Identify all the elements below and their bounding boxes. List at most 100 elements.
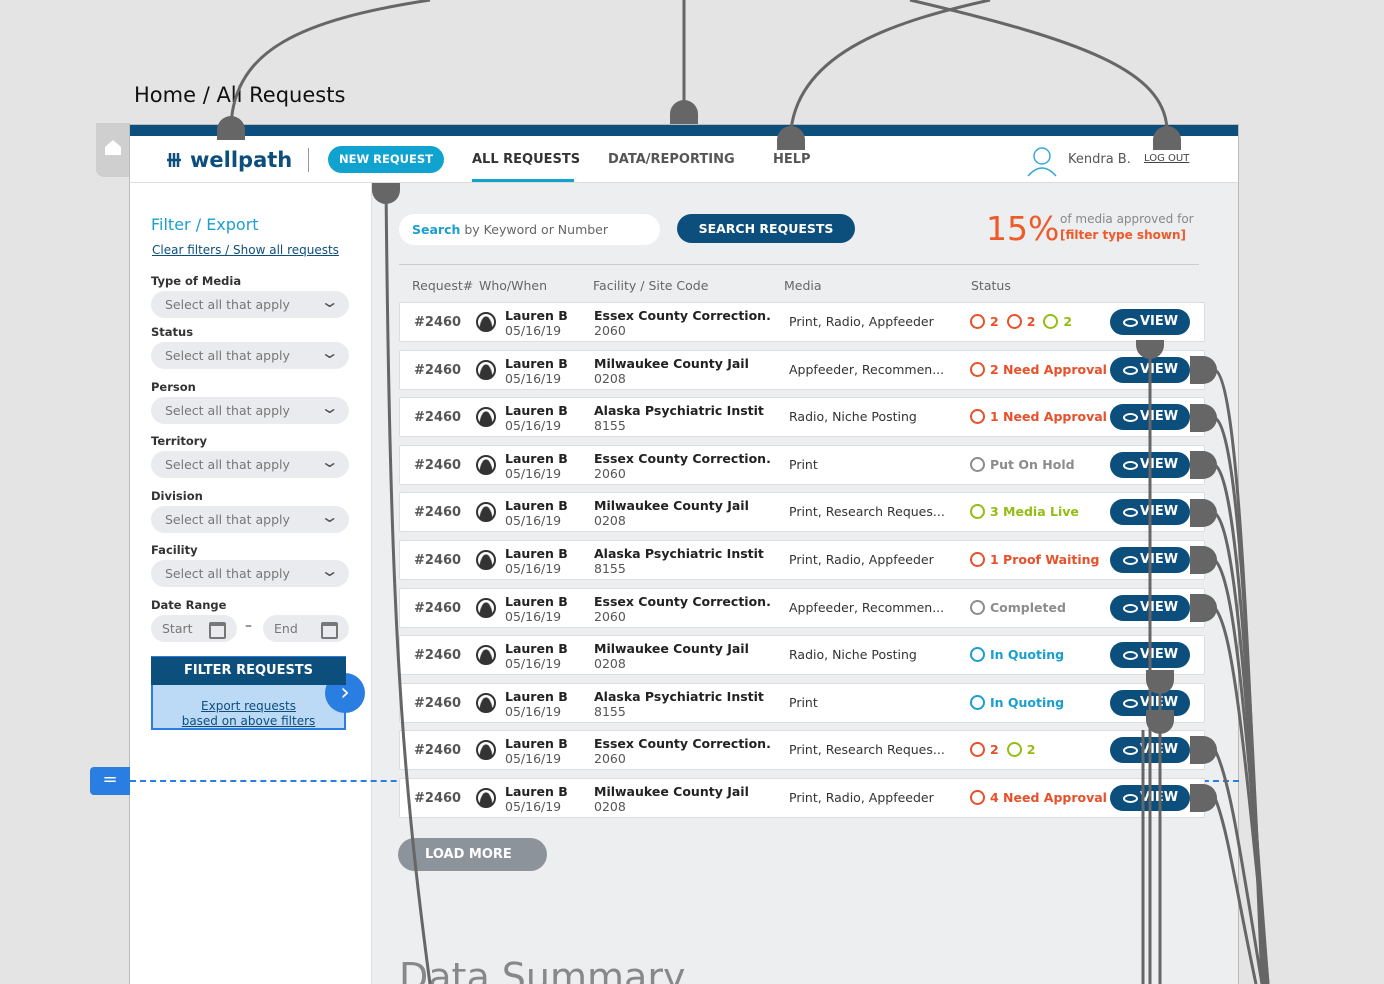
facility: Milwaukee County Jail: [594, 784, 749, 799]
request-id: #2460: [414, 648, 462, 664]
request-id: #2460: [414, 791, 462, 806]
status-text: 4 Need Approval: [990, 790, 1107, 805]
status-text: 2: [1026, 742, 1036, 758]
request-date: 05/16/19: [505, 751, 562, 767]
clear-filters-link[interactable]: Clear filters / Show all requests: [152, 243, 339, 257]
media: Print, Research Reques...: [789, 504, 945, 520]
load-more-button[interactable]: LOAD MORE: [398, 838, 547, 871]
user-icon: [476, 454, 496, 475]
eye-icon: [1123, 365, 1138, 375]
search-box[interactable]: Search by Keyword or Number: [399, 214, 660, 245]
view-button[interactable]: VIEW: [1110, 404, 1190, 431]
logo: wellpath: [190, 148, 293, 172]
nav-tab[interactable]: DATA/REPORTING: [608, 152, 735, 167]
requester: Lauren B: [505, 641, 568, 657]
dropdown-placeholder: Select all that apply: [165, 457, 290, 472]
date-separator: –: [245, 618, 252, 634]
requester: Lauren B: [505, 546, 568, 561]
status-item: 1 Need Approval: [970, 409, 1107, 425]
request-id: #2460: [414, 315, 462, 330]
request-id: #2460: [414, 410, 462, 426]
search-button[interactable]: SEARCH REQUESTS: [677, 214, 855, 243]
stat-value: 15%: [986, 209, 1060, 248]
user-icon: [476, 692, 496, 713]
site-code: 2060: [594, 323, 626, 338]
dropdown-arrow: ⌄: [319, 507, 340, 526]
export-link[interactable]: based on above filters: [181, 714, 316, 728]
view-button[interactable]: VIEW: [1110, 689, 1190, 716]
nav-tab[interactable]: HELP: [773, 152, 811, 167]
filter-dropdown[interactable]: Select all that apply ⌄: [151, 291, 349, 318]
view-button[interactable]: VIEW: [1110, 309, 1190, 335]
column-header: Who/When: [479, 278, 548, 293]
guide-handle[interactable]: =: [90, 767, 130, 795]
view-button[interactable]: VIEW: [1110, 547, 1190, 573]
new-request-button[interactable]: NEW REQUEST: [328, 146, 444, 173]
view-button[interactable]: VIEW: [1110, 785, 1190, 811]
nav-bar: [130, 136, 1238, 183]
facility: Alaska Psychiatric Instit: [594, 688, 764, 704]
status: 1 Need Approval: [970, 409, 1115, 425]
request-row: [399, 397, 1205, 438]
filter-dropdown[interactable]: Select all that apply ⌄: [151, 560, 349, 587]
filter-label: Territory: [151, 434, 207, 448]
status-text: In Quoting: [990, 694, 1065, 710]
status-text: In Quoting: [990, 647, 1065, 663]
filter-dropdown[interactable]: Select all that apply ⌄: [151, 397, 349, 424]
filter-dropdown[interactable]: Select all that apply ⌄: [151, 506, 349, 533]
status-item: Completed: [970, 599, 1066, 615]
eye-icon: [1123, 651, 1138, 661]
facility: Essex County Correction.: [594, 450, 771, 466]
site-code: 0208: [594, 656, 626, 672]
media: Print, Radio, Appfeeder: [789, 314, 934, 329]
status: 4 Need Approval: [970, 790, 1115, 805]
status-icon: [970, 742, 985, 758]
column-header: Status: [971, 278, 1011, 293]
requester: Lauren B: [505, 308, 568, 323]
media: Print: [789, 456, 818, 472]
logout-link[interactable]: LOG OUT: [1144, 153, 1190, 164]
request-id: #2460: [414, 505, 462, 521]
stat-text: of media approved for: [1060, 212, 1194, 226]
eye-icon: [1123, 698, 1138, 708]
site-code: 8155: [594, 561, 626, 576]
status-icon: [970, 314, 985, 329]
facility: Essex County Correction.: [594, 308, 771, 323]
filter-dropdown[interactable]: Select all that apply ⌄: [151, 451, 349, 478]
status-icon: [970, 504, 985, 520]
status: 2 Need Approval: [970, 361, 1115, 377]
view-button[interactable]: VIEW: [1110, 451, 1190, 478]
status-text: Put On Hold: [990, 456, 1075, 472]
view-button[interactable]: VIEW: [1110, 594, 1190, 621]
view-button[interactable]: VIEW: [1110, 499, 1190, 526]
filter-label: Person: [151, 380, 196, 394]
column-header: Media: [784, 278, 822, 293]
request-id: #2460: [414, 600, 462, 616]
date-input[interactable]: Start: [151, 615, 237, 642]
top-bar: [130, 125, 1238, 136]
filter-label: Type of Media: [151, 274, 242, 288]
status-icon: [970, 790, 985, 805]
view-button[interactable]: VIEW: [1110, 356, 1190, 383]
view-button[interactable]: VIEW: [1110, 642, 1190, 669]
status: Completed: [970, 599, 1074, 615]
user-icon: [476, 550, 496, 570]
status-text: 2: [1063, 314, 1073, 329]
media: Radio, Niche Posting: [789, 647, 917, 663]
home-icon: [105, 140, 121, 155]
export-link[interactable]: Export requests: [201, 699, 296, 713]
eye-icon: [1123, 508, 1138, 518]
view-button[interactable]: VIEW: [1110, 737, 1190, 764]
facility: Essex County Correction.: [594, 736, 771, 752]
site-code: 8155: [594, 703, 626, 719]
dropdown-placeholder: Select all that apply: [165, 566, 290, 581]
request-row: [399, 492, 1205, 533]
home-tab[interactable]: [96, 123, 130, 177]
date-input[interactable]: End: [263, 615, 349, 642]
filter-requests-button[interactable]: FILTER REQUESTS: [151, 657, 346, 685]
nav-tab[interactable]: ALL REQUESTS: [472, 152, 581, 167]
dropdown-placeholder: Select all that apply: [165, 512, 290, 527]
filter-dropdown[interactable]: Select all that apply ⌄: [151, 342, 349, 369]
status-item: In Quoting: [970, 647, 1065, 663]
